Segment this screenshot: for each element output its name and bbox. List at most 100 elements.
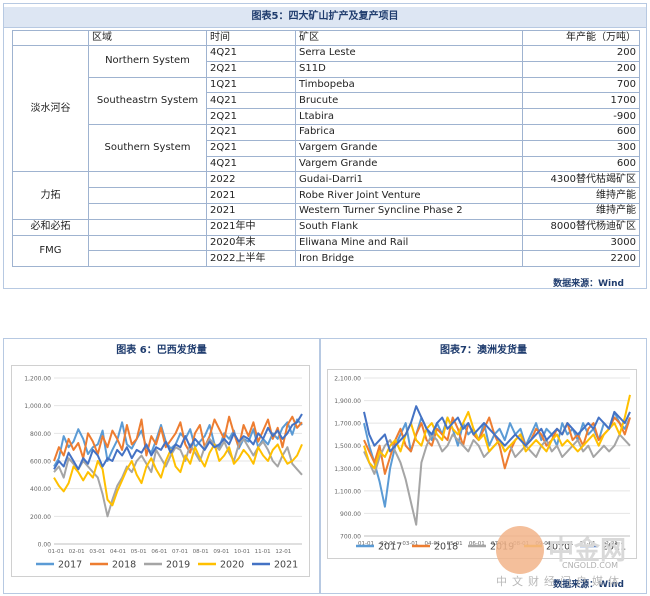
x-tick-label: 10-01 [558, 541, 574, 547]
y-tick-label: 1,700.00 [334, 421, 361, 428]
mine-cell: Vargem Grande [295, 155, 523, 173]
x-tick-label: 03-01 [89, 549, 105, 555]
time-cell: 2021年中 [206, 218, 296, 236]
time-cell: 2021 [206, 187, 296, 204]
time-cell: 4Q21 [206, 155, 296, 173]
region-cell: Southern System [88, 123, 207, 173]
time-cell: 4Q21 [206, 92, 296, 110]
header-empty [12, 30, 89, 46]
legend-label-2021: 2021 [274, 560, 298, 571]
legend-label-2017: 2017 [58, 560, 82, 571]
y-tick-label: 200.00 [30, 514, 51, 521]
x-tick-label: 07-01 [172, 549, 188, 555]
series-line-2021 [363, 405, 631, 453]
time-cell: 2020年末 [206, 234, 296, 252]
company-cell: 力拓 [12, 171, 89, 220]
series-line-2019 [53, 437, 303, 518]
x-tick-label: 01-01 [48, 549, 64, 555]
time-cell: 2Q21 [206, 60, 296, 78]
table-row: 2Q21 S11D 200 [13, 60, 640, 78]
capacity-cell: 300 [522, 139, 640, 157]
company-cell: 淡水河谷 [12, 44, 89, 173]
x-tick-label: 06-01 [469, 541, 485, 547]
y-tick-label: 600.00 [30, 459, 51, 466]
y-tick-label: 0.00 [38, 542, 52, 549]
mine-cell: Western Turner Syncline Phase 2 [295, 202, 523, 220]
table-row: 必和必拓 2021年中 South Flank 8000替代杨迪矿区 [12, 218, 640, 236]
charts-source: 数据来源：Wind [553, 580, 624, 590]
series-line-2017 [363, 410, 631, 508]
table-row: 淡水河谷 Northern System 4Q21 Serra Leste 200 [12, 44, 640, 173]
chart7-panel: 图表7：澳洲发货量 700.00 900.00 1,100.00 1,300.00 1,… [320, 338, 647, 594]
mine-cell: Iron Bridge [295, 250, 523, 268]
chart7-svg: 700.00 900.00 1,100.00 1,300.00 1,500.00 1,70… [334, 376, 631, 553]
table-row: Southeastrn System 1Q21 Timbopeba 700 [13, 76, 640, 125]
x-tick-label: 06-01 [151, 549, 167, 555]
series-line-2018 [363, 416, 631, 475]
x-tick-label: 08-01 [193, 549, 209, 555]
x-tick-label: 02-01 [69, 549, 85, 555]
chart6-frame: 0.00 200.00 400.00 600.00 800.00 1,000.00 1,20… [11, 365, 310, 577]
table-row: Southern System 2Q21 Fabrica 600 [13, 123, 640, 173]
chart7-title: 图表7：澳洲发货量 [440, 345, 527, 356]
mine-cell: Timbopeba [295, 76, 523, 94]
mine-cell: Gudai-Darri1 [295, 171, 523, 189]
x-tick-label: 02-01 [380, 541, 396, 547]
chart6-title: 图表 6：巴西发货量 [116, 345, 207, 356]
table-title: 图表5：四大矿山扩产及复产项目 [4, 7, 646, 28]
y-tick-label: 1,200.00 [24, 376, 51, 383]
x-tick-label: 05-01 [447, 541, 463, 547]
legend-label-2020: 2020 [220, 560, 244, 571]
table-row: 2021 Robe River Joint Venture 维持产能 [13, 187, 640, 204]
capacity-cell: 维持产能 [522, 187, 640, 204]
y-tick-label: 2,100.00 [334, 376, 361, 383]
y-tick-label: 1,900.00 [334, 398, 361, 405]
y-tick-label: 1,300.00 [334, 466, 361, 473]
table-source: 数据来源：Wind [553, 279, 624, 289]
y-tick-label: 700.00 [340, 534, 361, 541]
y-tick-label: 400.00 [30, 486, 51, 493]
table-row: 2021 Western Turner Syncline Phase 2 维持产能 [13, 202, 640, 220]
capacity-cell: 200 [522, 60, 640, 78]
mine-cell: S11D [295, 60, 523, 78]
chart6-panel: 图表 6：巴西发货量 0.00 200.00 400.00 600.00 800.00 1… [3, 338, 320, 594]
series-line-2019 [363, 433, 631, 526]
x-tick-label: 09-01 [213, 549, 229, 555]
mine-cell: Vargem Grande [295, 139, 523, 157]
capacity-cell: -900 [522, 108, 640, 125]
series-line-2021 [53, 413, 303, 471]
x-tick-label: 11-01 [255, 549, 271, 555]
legend-label-2017: 2017 [378, 542, 402, 553]
watermark-domain: CNGOLD.COM [562, 561, 619, 570]
capacity-cell: 2200 [522, 250, 640, 268]
region-cell-empty [88, 187, 207, 204]
capacity-cell: 1700 [522, 92, 640, 110]
capacity-cell: 3000 [522, 234, 640, 252]
table-row: 2022上半年 Iron Bridge 2200 [13, 250, 640, 268]
table-row: 2Q21 Vargem Grande 300 [13, 139, 640, 157]
header-mine: 矿区 [295, 30, 523, 46]
y-tick-label: 1,500.00 [334, 443, 361, 450]
mine-cell: Eliwana Mine and Rail [295, 234, 523, 252]
table-panel: 图表5：四大矿山扩产及复产项目 区域 时间 矿区 年产能（万吨） 淡水河谷 Nor… [3, 3, 647, 289]
header-capacity: 年产能（万吨） [522, 30, 640, 46]
table-row: 2Q21 Ltabira -900 [13, 108, 640, 125]
x-tick-label: 01-01 [358, 541, 374, 547]
header-region: 区域 [88, 30, 207, 46]
x-tick-label: 04-01 [110, 549, 126, 555]
projects-table: 区域 时间 矿区 年产能（万吨） 淡水河谷 Northern System 4Q21… [12, 30, 640, 268]
series-line-2020 [53, 443, 303, 507]
x-tick-label: 04-01 [425, 541, 441, 547]
legend-label-2018: 2018 [434, 542, 458, 553]
x-tick-label: 12-01 [275, 549, 291, 555]
watermark-tagline: 中文财经门户媒体 [496, 575, 624, 588]
time-cell: 2Q21 [206, 108, 296, 125]
mine-cell: Brucute [295, 92, 523, 110]
region-cell-empty [88, 202, 207, 220]
time-cell: 4Q21 [206, 45, 296, 62]
region-cell-empty [88, 250, 207, 268]
table-header-row: 区域 时间 矿区 年产能（万吨） [12, 30, 640, 46]
table-row: FMG 2020年末 Eliwana Mine and Rail 3000 [12, 234, 640, 268]
mine-cell: Robe River Joint Venture [295, 187, 523, 204]
x-tick-label: 12-01 [602, 541, 618, 547]
